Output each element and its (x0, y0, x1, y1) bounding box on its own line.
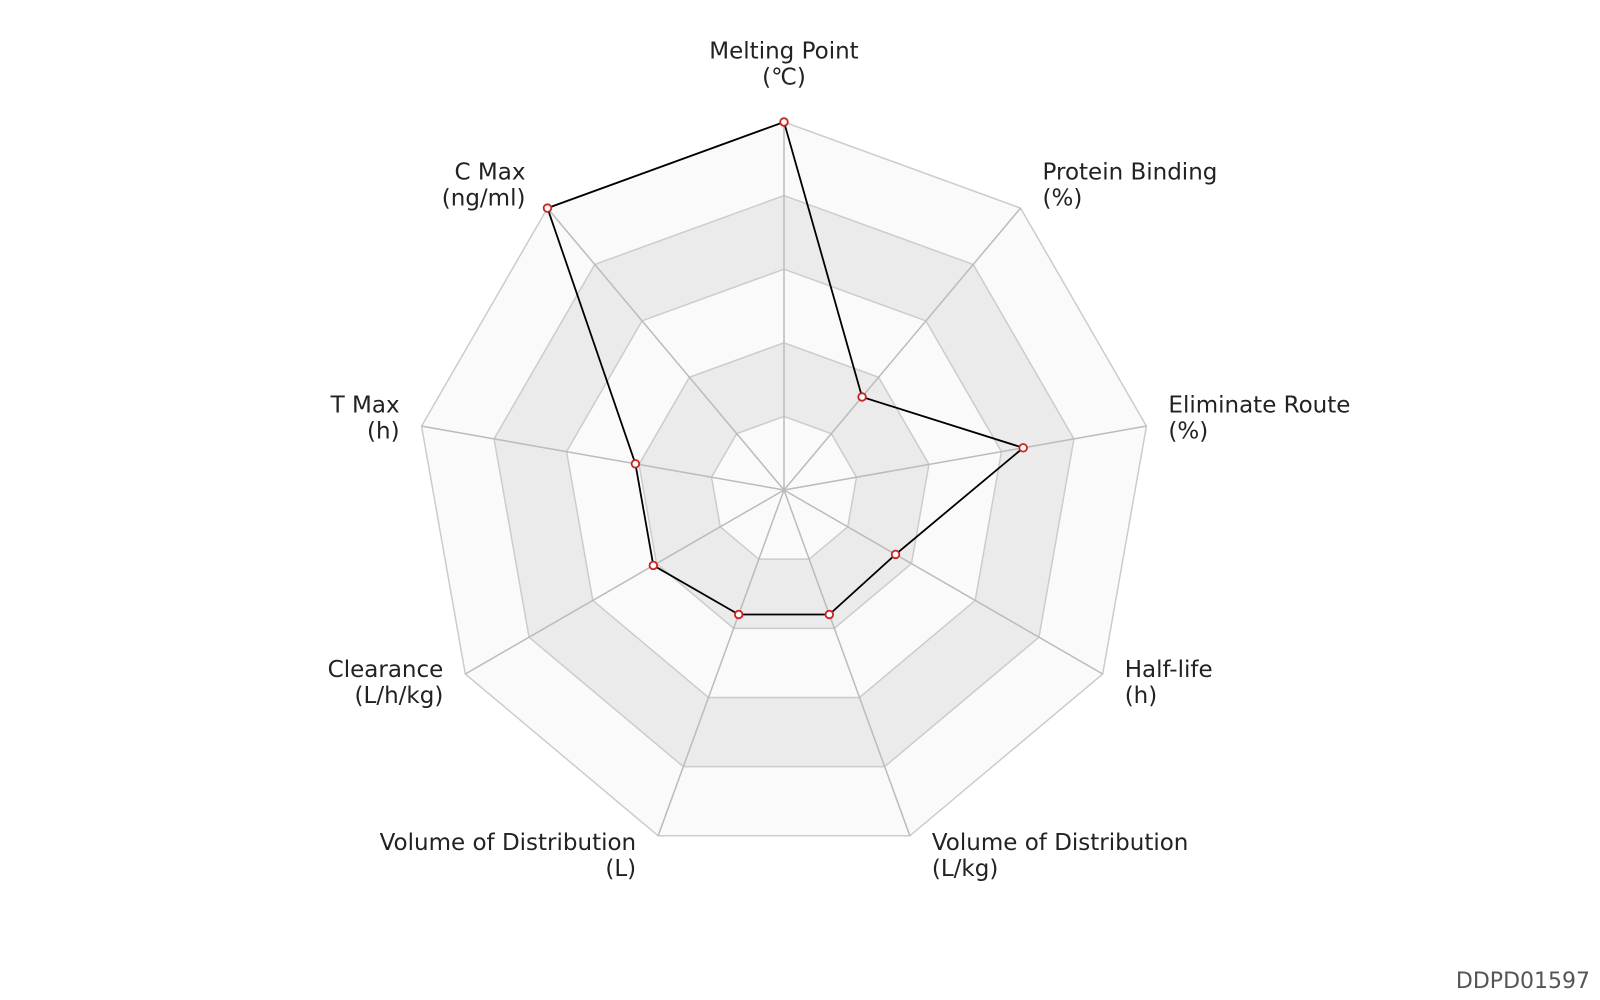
axis-unit: (L) (605, 856, 636, 882)
watermark: DDPD01597 (1456, 969, 1590, 994)
data-line (546, 120, 1026, 616)
data-point (890, 549, 901, 560)
axis-unit: (ng/ml) (442, 185, 526, 211)
axis-label: Protein Binding (1043, 159, 1218, 185)
axis-spoke (546, 207, 785, 491)
axis-label: Half-life (1125, 657, 1213, 683)
axis-unit: (L/kg) (932, 856, 998, 882)
axis-unit: (%) (1043, 185, 1083, 211)
axis-spoke (783, 425, 1147, 491)
axis-spoke (657, 489, 785, 837)
axis-unit: (h) (1125, 683, 1158, 709)
data-point (733, 609, 744, 620)
axis-label: Volume of Distribution (932, 830, 1189, 856)
axis-spoke (464, 489, 785, 675)
data-point (648, 560, 659, 571)
axis-spoke (421, 425, 785, 491)
data-point (857, 392, 867, 402)
data-point (779, 117, 789, 127)
axis-unit: (L/h/kg) (355, 683, 444, 709)
axis-unit: (h) (367, 418, 400, 444)
axis-spoke (783, 489, 1104, 675)
axis-label: Volume of Distribution (380, 830, 637, 856)
axis-label: Clearance (328, 657, 444, 683)
axis-unit: (%) (1168, 418, 1208, 444)
data-point (1018, 443, 1028, 453)
axis-spoke (783, 489, 911, 837)
axis-label: Eliminate Route (1168, 392, 1350, 418)
data-point (824, 609, 835, 620)
axis-unit: (℃) (762, 65, 806, 91)
axis-label: Melting Point (709, 39, 858, 65)
data-point (542, 203, 553, 213)
axis-label: T Max (330, 392, 400, 418)
axis-label: C Max (455, 159, 526, 185)
axis-spoke (783, 207, 1022, 491)
data-point (630, 459, 641, 469)
